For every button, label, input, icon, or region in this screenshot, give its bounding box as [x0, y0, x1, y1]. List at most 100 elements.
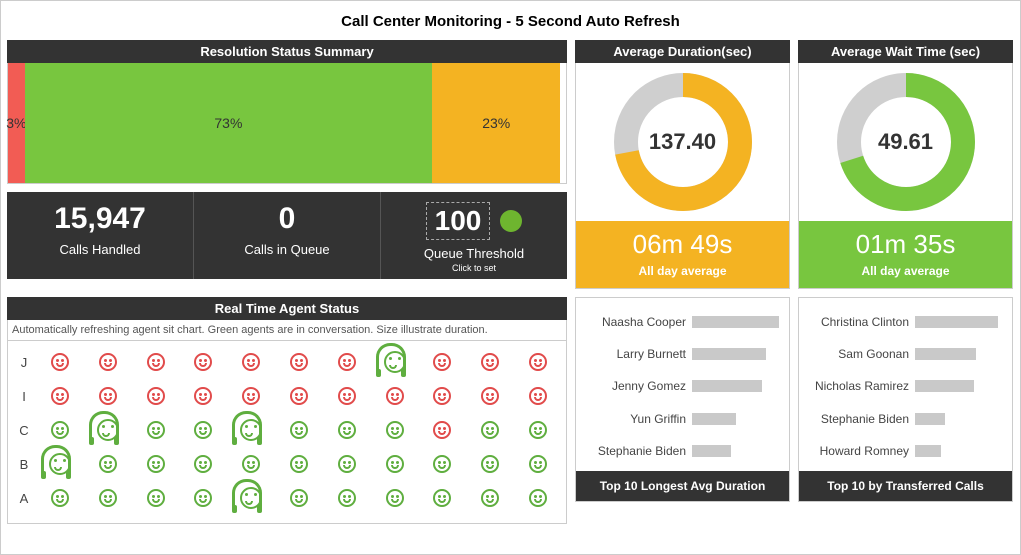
- resolution-segment: 73%: [25, 63, 432, 183]
- top-duration-footer: Top 10 Longest Avg Duration: [576, 471, 789, 501]
- list-bar: [915, 380, 974, 392]
- page-title: Call Center Monitoring - 5 Second Auto R…: [7, 7, 1014, 40]
- avg-duration-value: 137.40: [608, 67, 758, 217]
- agent-icon[interactable]: [95, 349, 121, 375]
- kpi-label: Calls in Queue: [198, 242, 376, 257]
- agent-row-label: I: [12, 389, 36, 404]
- agent-icon[interactable]: [95, 485, 121, 511]
- list-bar: [915, 413, 945, 425]
- agent-status-note: Automatically refreshing agent sit chart…: [7, 320, 567, 341]
- top-duration-panel: Naasha CooperLarry BurnettJenny GomezYun…: [575, 297, 790, 502]
- agent-row: A: [12, 481, 562, 515]
- agent-icon[interactable]: [429, 383, 455, 409]
- agent-icon[interactable]: [286, 485, 312, 511]
- avg-wait-card: 49.61 01m 35s All day average: [798, 63, 1013, 289]
- avg-duration-header: Average Duration(sec): [575, 40, 790, 63]
- agent-icon[interactable]: [382, 349, 408, 375]
- list-name: Yun Griffin: [586, 412, 686, 426]
- agent-icon[interactable]: [47, 485, 73, 511]
- agent-icon[interactable]: [47, 349, 73, 375]
- kpi-label: Queue Threshold: [385, 246, 563, 261]
- agent-icon[interactable]: [286, 417, 312, 443]
- agent-icon[interactable]: [238, 349, 264, 375]
- threshold-value[interactable]: 100: [426, 202, 491, 240]
- agent-row: I: [12, 379, 562, 413]
- threshold-status-dot: [500, 210, 522, 232]
- agent-icon[interactable]: [190, 451, 216, 477]
- agent-icon[interactable]: [143, 451, 169, 477]
- agent-icon[interactable]: [477, 451, 503, 477]
- agent-icon[interactable]: [334, 417, 360, 443]
- list-name: Nicholas Ramirez: [809, 379, 909, 393]
- agent-icon[interactable]: [190, 417, 216, 443]
- agent-icon[interactable]: [525, 349, 551, 375]
- top-transferred-footer: Top 10 by Transferred Calls: [799, 471, 1012, 501]
- agent-icon[interactable]: [429, 451, 455, 477]
- list-name: Stephanie Biden: [809, 412, 909, 426]
- agent-icon[interactable]: [525, 485, 551, 511]
- agent-icon[interactable]: [477, 417, 503, 443]
- agent-icon[interactable]: [382, 417, 408, 443]
- agent-icon[interactable]: [143, 349, 169, 375]
- agent-icon[interactable]: [47, 417, 73, 443]
- agent-icon[interactable]: [190, 349, 216, 375]
- agent-icon[interactable]: [47, 451, 73, 477]
- agent-icon[interactable]: [190, 485, 216, 511]
- kpi-queue-threshold[interactable]: 100 Queue Threshold Click to set: [381, 192, 567, 279]
- avg-wait-sub: All day average: [799, 264, 1012, 278]
- agent-icon[interactable]: [382, 383, 408, 409]
- agent-icon[interactable]: [525, 383, 551, 409]
- agent-icon[interactable]: [334, 485, 360, 511]
- agent-icon[interactable]: [286, 383, 312, 409]
- agent-row: C: [12, 413, 562, 447]
- list-bar: [915, 316, 998, 328]
- agent-icon[interactable]: [334, 349, 360, 375]
- agent-row-label: B: [12, 457, 36, 472]
- list-row: Stephanie Biden: [586, 444, 779, 458]
- list-row: Jenny Gomez: [586, 379, 779, 393]
- avg-duration-band: 06m 49s All day average: [576, 221, 789, 288]
- agent-icon[interactable]: [143, 383, 169, 409]
- agent-icon[interactable]: [429, 349, 455, 375]
- agent-icon[interactable]: [477, 485, 503, 511]
- kpi-calls-in-queue: 0 Calls in Queue: [194, 192, 381, 279]
- agent-icon[interactable]: [143, 417, 169, 443]
- agent-icon[interactable]: [47, 383, 73, 409]
- avg-wait-value: 49.61: [831, 67, 981, 217]
- agent-icon[interactable]: [334, 383, 360, 409]
- agent-icon[interactable]: [382, 485, 408, 511]
- agent-icon[interactable]: [429, 417, 455, 443]
- avg-duration-panel: Average Duration(sec) 137.40 06m 49s All…: [575, 40, 790, 289]
- kpi-sublabel: Click to set: [385, 263, 563, 273]
- resolution-bar-chart: 3%73%23%: [8, 63, 566, 183]
- avg-wait-time: 01m 35s: [799, 229, 1012, 260]
- kpi-row: 15,947 Calls Handled 0 Calls in Queue 10…: [7, 192, 567, 279]
- agent-icon[interactable]: [238, 485, 264, 511]
- agent-icon[interactable]: [525, 417, 551, 443]
- agent-icon[interactable]: [477, 383, 503, 409]
- agent-icon[interactable]: [238, 383, 264, 409]
- main-grid: Resolution Status Summary 3%73%23% 15,94…: [7, 40, 1014, 524]
- avg-wait-band: 01m 35s All day average: [799, 221, 1012, 288]
- agent-icon[interactable]: [286, 349, 312, 375]
- agent-icon[interactable]: [190, 383, 216, 409]
- agent-icon[interactable]: [525, 451, 551, 477]
- agent-icon[interactable]: [238, 417, 264, 443]
- resolution-header: Resolution Status Summary: [7, 40, 567, 63]
- agent-icon[interactable]: [238, 451, 264, 477]
- agent-icon[interactable]: [286, 451, 312, 477]
- list-name: Howard Romney: [809, 444, 909, 458]
- list-name: Christina Clinton: [809, 315, 909, 329]
- avg-duration-donut: 137.40: [608, 67, 758, 217]
- agent-icon[interactable]: [95, 417, 121, 443]
- kpi-label: Calls Handled: [11, 242, 189, 257]
- agent-icon[interactable]: [477, 349, 503, 375]
- agent-row: J: [12, 345, 562, 379]
- agent-icon[interactable]: [334, 451, 360, 477]
- agent-icon[interactable]: [382, 451, 408, 477]
- kpi-calls-handled: 15,947 Calls Handled: [7, 192, 194, 279]
- agent-icon[interactable]: [429, 485, 455, 511]
- agent-icon[interactable]: [95, 451, 121, 477]
- agent-icon[interactable]: [95, 383, 121, 409]
- agent-icon[interactable]: [143, 485, 169, 511]
